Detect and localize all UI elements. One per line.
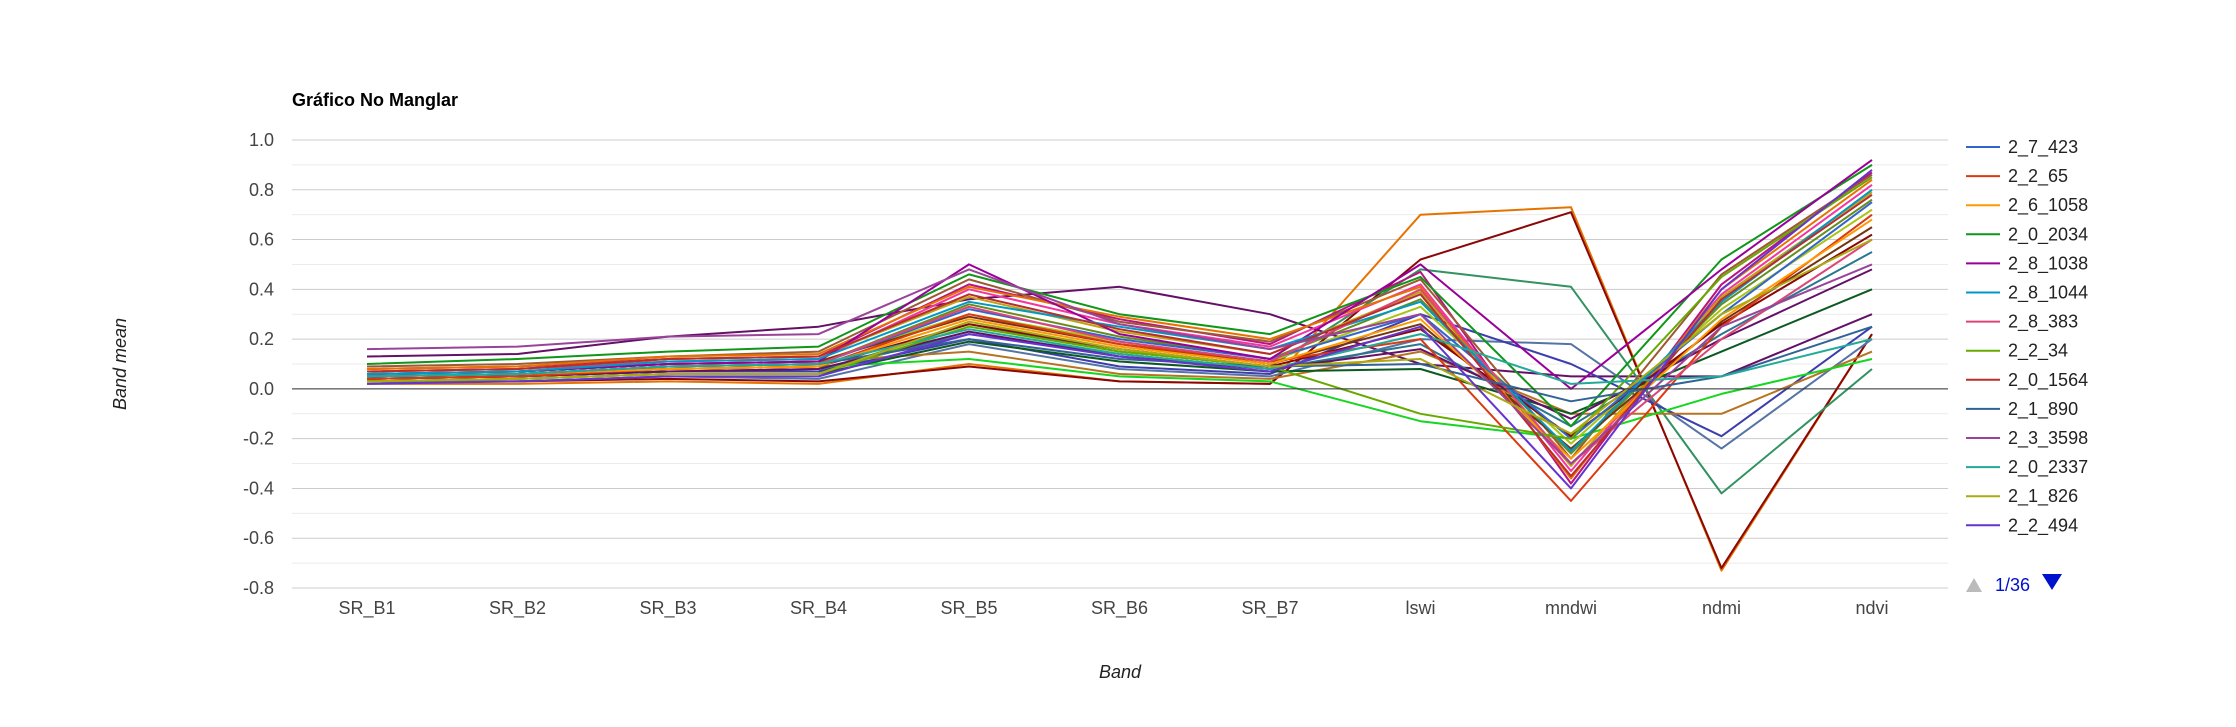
legend-label[interactable]: 2_2_65 [2008,166,2068,187]
series-line [366,285,1873,378]
y-axis-title: Band mean [110,318,130,410]
y-tick-label: -0.6 [243,528,274,548]
legend-page-indicator: 1/36 [1995,575,2030,595]
x-axis-ticks: SR_B1 SR_B2 SR_B3 SR_B4 SR_B5 SR_B6 SR_B7 lswi m… [338,598,1888,619]
series-line-2_8_1038 [366,159,1873,390]
series-line-2_6_1058 [366,218,1873,460]
x-tick-label: SR_B6 [1091,598,1148,619]
x-tick-label: SR_B5 [940,598,997,619]
series-line-2_8_1044 [366,188,1873,453]
x-axis-title: Band [1099,662,1142,682]
legend-label[interactable]: 2_1_890 [2008,399,2078,420]
series-line-2_0_2034 [366,164,1873,428]
y-axis-ticks: 1.0 0.8 0.6 0.4 0.2 0.0 -0.2 -0.4 -0.6 -0.8 [243,130,274,598]
legend-label[interactable]: 2_2_34 [2008,341,2068,362]
legend-label[interactable]: 2_0_2337 [2008,457,2088,478]
legend-label[interactable]: 2_7_423 [2008,137,2078,158]
y-tick-label: -0.4 [243,478,274,498]
x-tick-label: mndwi [1545,598,1597,618]
legend: 2_7_423 2_2_65 2_6_1058 2_0_2034 2_8_1038 2_8… [1966,137,2088,536]
y-tick-label: 0.6 [249,230,274,250]
series-line [366,178,1873,480]
triangle-down-icon[interactable] [2042,574,2062,590]
series-line-2_2_494 [366,169,1873,490]
series-line [367,211,1873,570]
gridlines [292,139,1948,589]
legend-pager: 1/36 [1966,574,2062,595]
series-lines [366,159,1873,572]
legend-label[interactable]: 2_8_1044 [2008,283,2088,304]
y-tick-label: 0.2 [249,329,274,349]
x-tick-label: lswi [1406,598,1436,618]
series-line-2_1_826 [366,238,1873,435]
y-tick-label: 0.0 [249,379,274,399]
legend-label[interactable]: 2_0_2034 [2008,224,2088,245]
legend-label[interactable]: 2_8_1038 [2008,253,2088,274]
triangle-up-icon[interactable] [1966,578,1982,592]
legend-label[interactable]: 2_2_494 [2008,515,2078,536]
legend-label[interactable]: 2_1_826 [2008,486,2078,507]
legend-label[interactable]: 2_8_383 [2008,312,2078,333]
x-tick-label: SR_B3 [639,598,696,619]
series-line-2_7_423 [366,201,1873,440]
y-tick-label: -0.2 [243,429,274,449]
y-tick-label: 0.4 [249,279,274,299]
series-line-2_0_2337 [366,328,1873,385]
x-tick-label: SR_B4 [790,598,847,619]
x-tick-label: SR_B2 [489,598,546,619]
x-tick-label: SR_B1 [338,598,395,619]
legend-label[interactable]: 2_6_1058 [2008,195,2088,216]
y-tick-label: 0.8 [249,180,274,200]
legend-label[interactable]: 2_3_3598 [2008,428,2088,449]
y-tick-label: 1.0 [249,130,274,150]
x-tick-label: SR_B7 [1241,598,1298,619]
x-tick-label: ndmi [1702,598,1741,618]
x-tick-label: ndvi [1855,598,1888,618]
y-tick-label: -0.8 [243,578,274,598]
series-line-2_0_1564 [366,193,1873,477]
legend-label[interactable]: 2_0_1564 [2008,370,2088,391]
series-line-2_3_3598 [366,263,1873,465]
chart-title: Gráfico No Manglar [292,90,458,110]
